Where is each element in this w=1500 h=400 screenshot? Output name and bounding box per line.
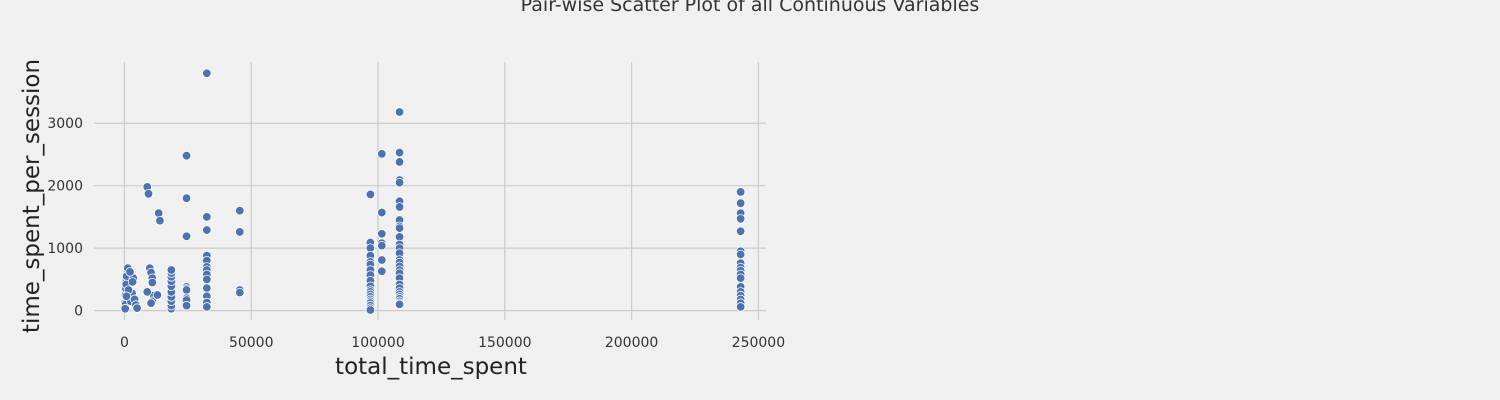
data-point [202,274,212,285]
data-point [202,225,212,235]
data-point [146,298,156,308]
data-point [735,214,746,224]
data-points [119,68,746,315]
data-point [152,290,163,300]
data-point [365,305,376,315]
data-point [735,198,746,208]
data-point [377,207,387,218]
data-point [377,149,387,159]
data-point [735,273,746,283]
data-point [132,303,142,313]
data-point [377,266,387,276]
y-tick-label: 1000 [47,241,83,257]
data-point [155,215,165,226]
x-tick-label: 250000 [732,335,785,351]
data-point [181,285,192,295]
y-axis-label: time_spent_per_session [19,59,45,333]
data-point [202,212,212,222]
data-point [377,240,387,251]
data-point [181,300,192,311]
x-tick-label: 0 [120,335,129,351]
x-gridlines [123,62,759,320]
y-tick-label: 2000 [47,179,83,195]
data-point [202,302,212,312]
data-point [120,304,130,314]
data-point [181,151,192,161]
y-tick-label: 3000 [47,116,83,132]
x-tick-label: 150000 [478,335,531,351]
data-point [121,291,132,301]
data-point [735,249,746,260]
data-point [166,265,177,275]
data-point [377,255,387,265]
data-point [394,147,405,158]
data-point [181,231,192,241]
data-point [735,226,746,236]
y-tick-labels: 0 1000 2000 3000 [47,116,83,319]
x-tick-label: 200000 [605,335,658,351]
data-point [394,299,405,310]
data-point [735,302,746,312]
y-gridlines [94,122,766,312]
x-tick-label: 100000 [351,335,404,351]
data-point [125,267,135,277]
x-tick-label: 50000 [229,335,274,351]
data-point [142,287,152,297]
data-point [202,68,212,78]
data-point [202,283,212,293]
chart-title: Pair-wise Scatter Plot of all Continuous… [521,0,980,16]
data-point [377,229,387,239]
data-point [365,189,376,200]
data-point [394,223,405,233]
data-point [181,193,192,203]
data-point [735,187,746,197]
x-axis-label: total_time_spent [335,354,527,380]
data-point [394,177,405,188]
data-point [147,277,158,288]
data-point [235,205,245,216]
data-point [143,189,154,199]
data-point [235,287,245,298]
x-tick-labels: 0 50000 100000 150000 200000 250000 [120,335,785,351]
data-point [394,202,405,212]
data-point [394,107,405,117]
data-point [394,157,405,167]
y-tick-label: 0 [74,304,83,320]
data-point [127,277,138,287]
data-point [235,227,245,237]
